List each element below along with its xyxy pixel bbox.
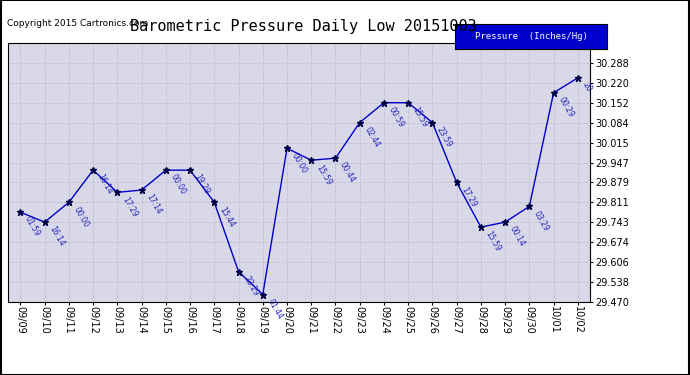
Text: 02:44: 02:44 [362,125,381,149]
Text: Copyright 2015 Cartronics.com: Copyright 2015 Cartronics.com [7,19,148,28]
Text: Barometric Pressure Daily Low 20151003: Barometric Pressure Daily Low 20151003 [130,19,477,34]
Text: 17:29: 17:29 [120,195,139,219]
Text: 01:44: 01:44 [266,297,284,321]
Text: 00:00: 00:00 [168,173,188,196]
Text: 15:59: 15:59 [484,230,502,254]
Text: 15:59: 15:59 [411,105,430,129]
Text: 00:44: 00:44 [338,161,357,184]
Text: 00:00: 00:00 [290,151,308,175]
Text: 00:00: 00:00 [72,205,90,229]
Text: 00:59: 00:59 [386,105,406,129]
Text: 15:59: 15:59 [314,163,333,186]
Text: 20: 20 [580,81,593,93]
Text: 23:29: 23:29 [241,274,260,298]
Text: 15:44: 15:44 [217,205,236,228]
Text: 17:14: 17:14 [144,193,163,216]
Text: 23:59: 23:59 [435,125,454,149]
Text: 00:29: 00:29 [556,96,575,119]
Text: 00:14: 00:14 [508,225,526,248]
Text: Pressure  (Inches/Hg): Pressure (Inches/Hg) [475,32,588,41]
Text: 03:29: 03:29 [532,209,551,232]
Text: 16:14: 16:14 [96,173,115,196]
Text: 17:29: 17:29 [460,185,478,209]
Text: 16:14: 16:14 [48,225,66,248]
Text: 19:29: 19:29 [193,173,212,196]
Text: 01:59: 01:59 [23,215,42,238]
